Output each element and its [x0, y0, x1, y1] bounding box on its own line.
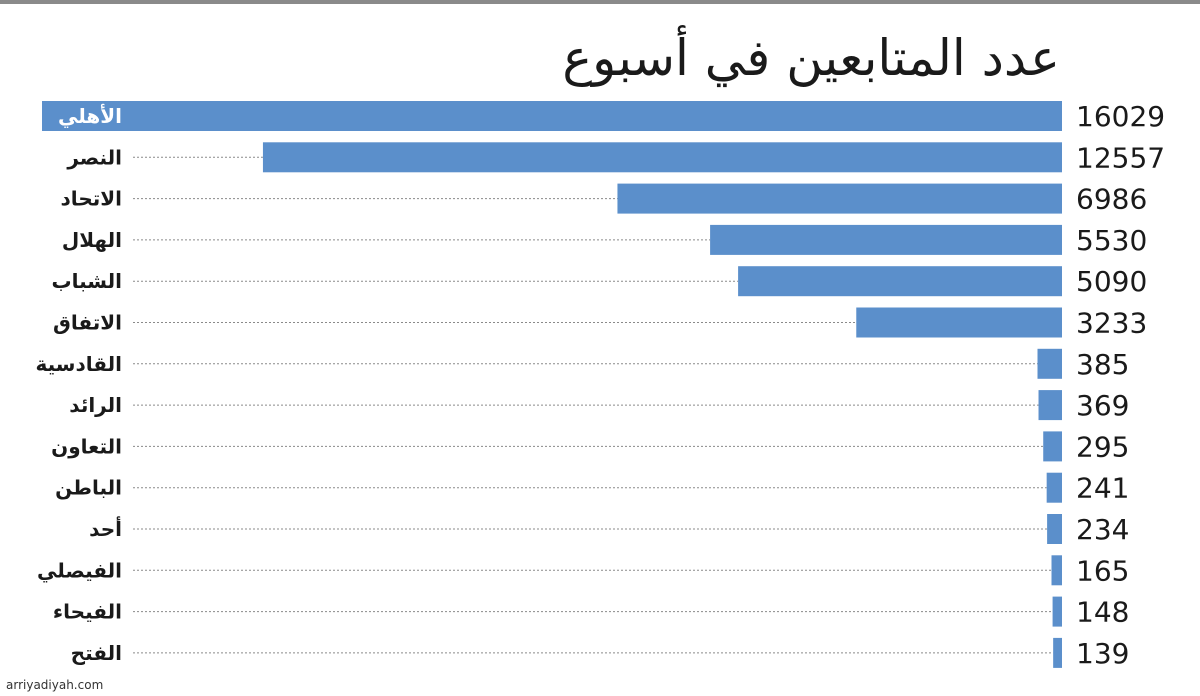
value-label: 5530 — [1076, 224, 1147, 257]
top-rule — [0, 0, 1200, 4]
value-label: 148 — [1076, 596, 1129, 629]
value-label: 165 — [1076, 554, 1129, 587]
value-label: 6986 — [1076, 183, 1147, 216]
category-label: الهلال — [62, 228, 122, 252]
bar — [1046, 472, 1062, 503]
bar — [1038, 390, 1062, 421]
category-label: أحد — [89, 515, 122, 541]
category-label: الشباب — [52, 269, 123, 293]
bar — [1047, 514, 1062, 544]
value-label: 295 — [1076, 430, 1129, 463]
category-label: التعاون — [51, 434, 122, 458]
value-label: 385 — [1076, 348, 1129, 381]
bar — [738, 266, 1062, 297]
category-label: الباطن — [55, 476, 122, 500]
value-label: 369 — [1076, 389, 1129, 422]
bar — [1043, 431, 1062, 462]
chart-title: عدد المتابعين في أسبوع — [562, 29, 1060, 87]
category-label: القادسية — [36, 352, 123, 376]
value-label: 5090 — [1076, 265, 1147, 298]
bar — [1052, 596, 1062, 627]
bar — [42, 101, 1062, 131]
value-label: 12557 — [1076, 141, 1165, 174]
value-label: 139 — [1076, 637, 1129, 670]
value-label: 16029 — [1076, 100, 1165, 133]
category-label: الرائد — [69, 393, 122, 417]
category-label: الاتفاق — [53, 311, 122, 335]
bar — [262, 142, 1062, 173]
category-label: الفتح — [71, 641, 122, 665]
bar — [710, 224, 1062, 255]
source-credit: arriyadiyah.com — [6, 678, 104, 692]
value-label: 234 — [1076, 513, 1129, 546]
value-label: 3233 — [1076, 307, 1147, 340]
category-label: الفيصلي — [37, 558, 122, 583]
bar — [1053, 637, 1062, 668]
bar — [856, 307, 1062, 338]
category-label: الأهلي — [58, 103, 122, 129]
bar — [617, 183, 1062, 214]
bar — [1037, 348, 1062, 379]
bar — [1051, 555, 1062, 586]
value-label: 241 — [1076, 472, 1129, 505]
category-label: النصر — [66, 145, 122, 169]
category-label: الاتحاد — [61, 187, 122, 211]
category-label: الفيحاء — [53, 600, 122, 624]
